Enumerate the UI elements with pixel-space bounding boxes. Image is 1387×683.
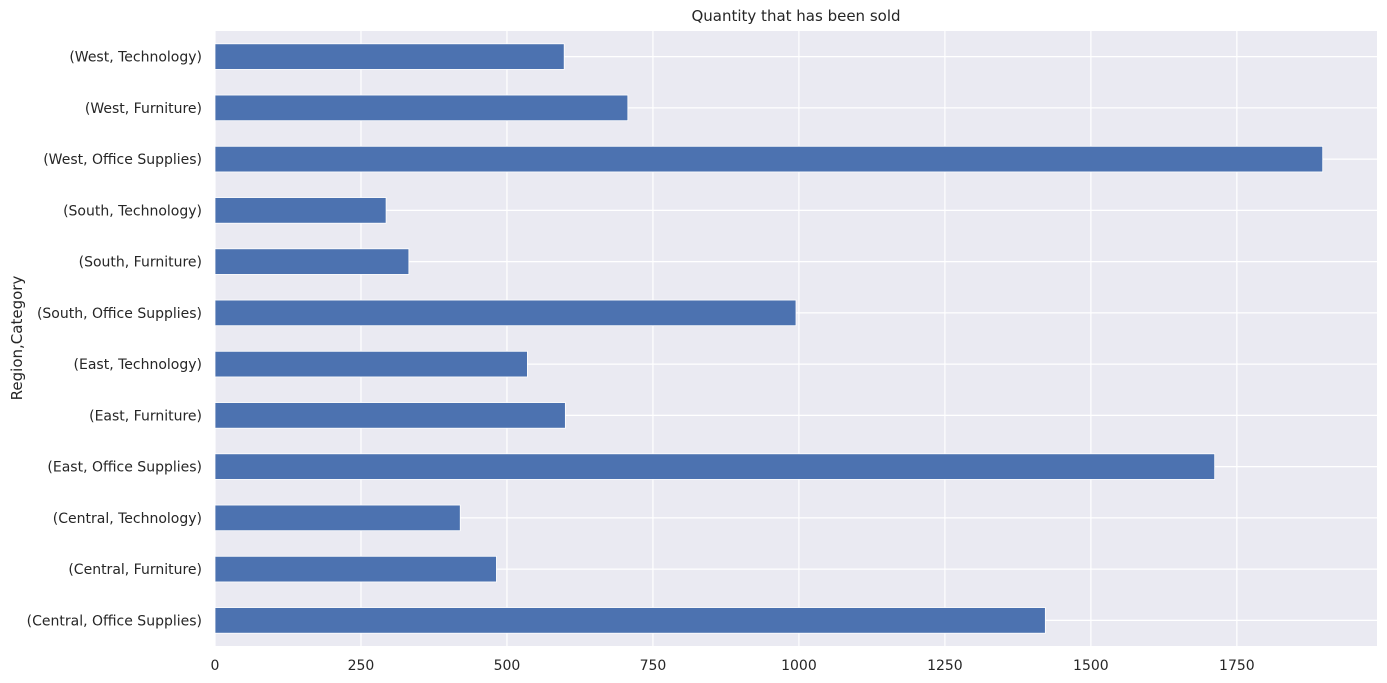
bar bbox=[214, 197, 387, 224]
x-tick-label: 1250 bbox=[927, 658, 963, 674]
y-tick-label: (West, Furniture) bbox=[85, 101, 202, 117]
bars bbox=[214, 43, 1324, 634]
y-tick-label: (East, Furniture) bbox=[89, 408, 202, 424]
x-tick-label: 0 bbox=[211, 658, 220, 674]
bar bbox=[214, 248, 410, 275]
y-tick-label: (South, Office Supplies) bbox=[37, 306, 202, 322]
x-tick-label: 1000 bbox=[781, 658, 817, 674]
y-tick-label: (West, Office Supplies) bbox=[43, 152, 202, 168]
bar bbox=[214, 299, 797, 327]
x-tick-labels: 0 250 500 750 1000 1250 1500 1750 bbox=[211, 658, 1255, 674]
y-tick-label: (East, Office Supplies) bbox=[47, 460, 202, 476]
bar bbox=[214, 402, 566, 429]
x-tick-label: 250 bbox=[348, 658, 375, 674]
y-tick-label: (Central, Office Supplies) bbox=[27, 613, 202, 629]
plot-background bbox=[215, 31, 1377, 646]
chart-title: Quantity that has been sold bbox=[691, 7, 900, 25]
y-tick-label: (South, Technology) bbox=[63, 203, 202, 219]
y-tick-label: (Central, Furniture) bbox=[68, 562, 202, 578]
y-tick-labels: (Central, Office Supplies) (Central, Furn… bbox=[27, 50, 202, 630]
x-tick-label: 1500 bbox=[1073, 658, 1109, 674]
bar bbox=[214, 504, 461, 532]
y-axis-label: Region,Category bbox=[8, 276, 26, 401]
y-tick-label: (West, Technology) bbox=[69, 50, 202, 66]
x-tick-label: 1750 bbox=[1219, 658, 1255, 674]
y-tick-label: (Central, Technology) bbox=[53, 511, 202, 527]
bar bbox=[214, 555, 497, 583]
bar bbox=[214, 94, 629, 122]
bar bbox=[214, 607, 1046, 634]
y-tick-label: (East, Technology) bbox=[74, 357, 202, 373]
bar bbox=[214, 350, 528, 378]
y-tick-label: (South, Furniture) bbox=[79, 255, 202, 271]
bar bbox=[214, 453, 1216, 480]
bar bbox=[214, 43, 565, 70]
x-tick-label: 500 bbox=[494, 658, 521, 674]
x-tick-label: 750 bbox=[640, 658, 667, 674]
bar bbox=[214, 145, 1324, 173]
